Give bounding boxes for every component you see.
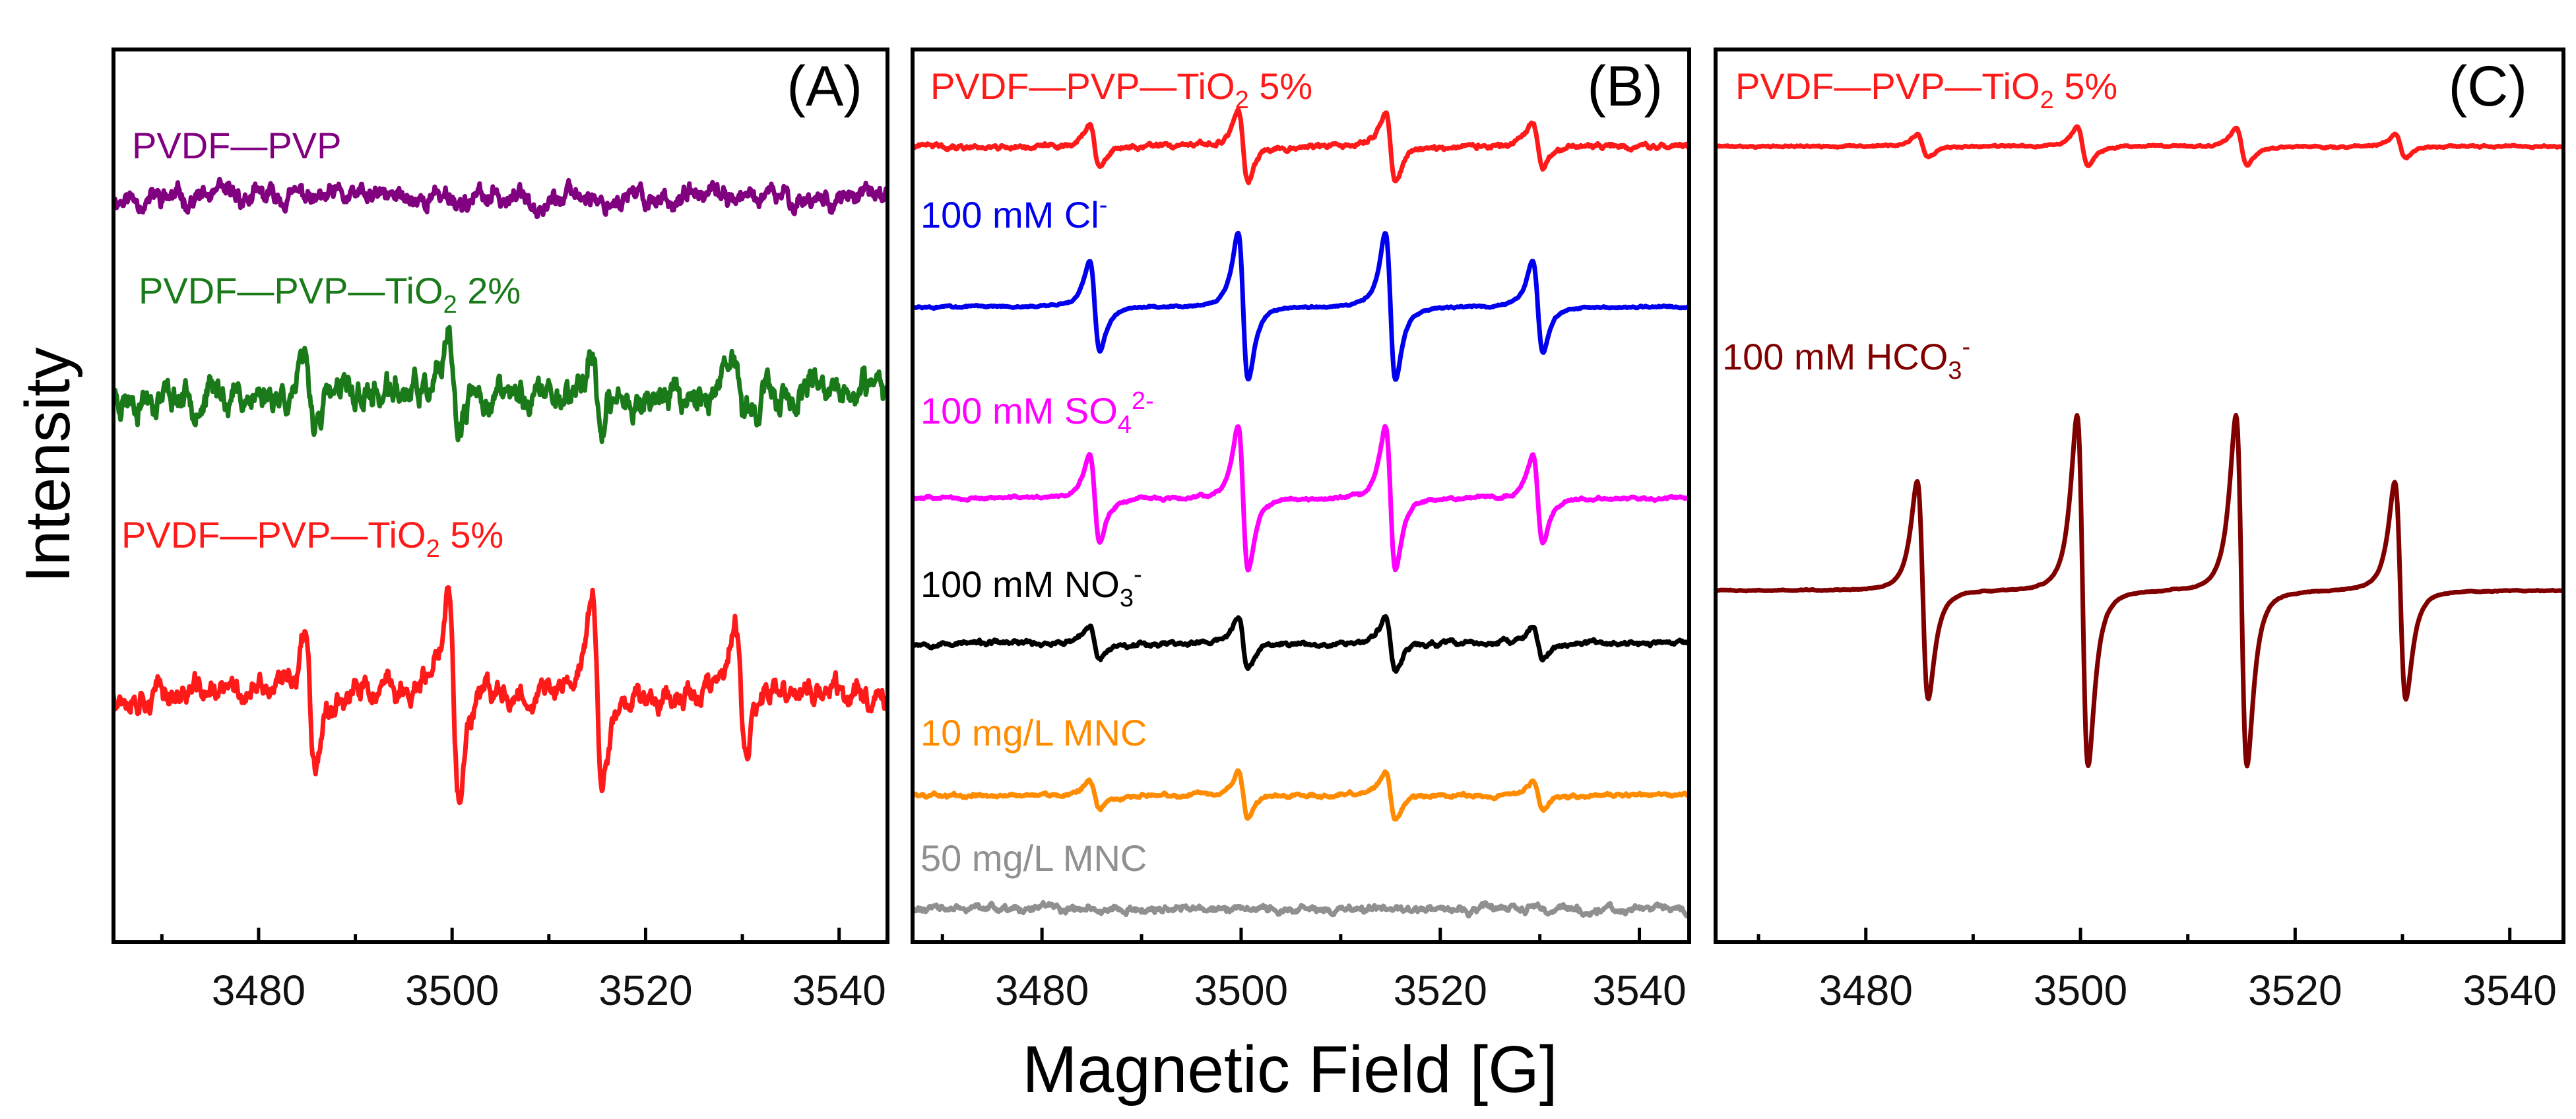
panel-c: (C) PVDF—PVP—TiO2 5% 100 mM HCO3- 3480 3500… [1714, 48, 2565, 1014]
series-label: 100 mM Cl- [920, 191, 1107, 236]
x-tick-label: 3540 [2463, 967, 2556, 1014]
series-label: PVDF—PVP [132, 125, 341, 166]
series-label: 100 mM SO42- [920, 387, 1154, 439]
x-tick-label: 3500 [2034, 967, 2127, 1014]
panel-label-a: (A) [787, 55, 862, 118]
trace-pvdf-pvp-tio2-5- [915, 107, 1687, 185]
series-label: 10 mg/L MNC [920, 712, 1147, 753]
x-tick-label: 3480 [995, 967, 1089, 1014]
panel-frame [1714, 48, 2565, 944]
trace-100-mm-so4-2- [915, 424, 1687, 573]
trace-pvdf-pvp-tio2-2- [115, 325, 886, 445]
trace-100-mm-cl- [915, 230, 1687, 382]
trace-50-mg-l-mnc [915, 900, 1687, 919]
trace-pvdf-pvp-tio2-5- [1718, 124, 2561, 168]
x-tick-label: 3520 [598, 967, 692, 1014]
trace-pvdf-pvp-tio2-5- [115, 585, 886, 806]
x-tick-label: 3500 [1194, 967, 1288, 1014]
x-axis-label: Magnetic Field [G] [1022, 1033, 1557, 1106]
series-label: 50 mg/L MNC [920, 837, 1147, 879]
y-axis-label: Intensity [13, 347, 83, 583]
x-tick-label: 3520 [2248, 967, 2342, 1014]
panel-label-b: (B) [1587, 55, 1663, 118]
x-tick-label: 3480 [212, 967, 306, 1014]
x-tick-label: 3540 [1592, 967, 1686, 1014]
panel-b: (B) PVDF—PVP—TiO2 5% 100 mM Cl- 100 mM SO4… [911, 48, 1691, 1014]
x-tick-label: 3480 [1819, 967, 1913, 1014]
trace-100-mm-no3- [915, 614, 1687, 674]
x-tick-label: 3520 [1394, 967, 1487, 1014]
series-label: PVDF—PVP—TiO2 5% [1735, 65, 2117, 114]
series-label: 100 mM HCO3- [1722, 333, 1970, 385]
trace-10-mg-l-mnc [915, 768, 1687, 822]
x-tick-label: 3500 [405, 967, 499, 1014]
panel-frame [911, 48, 1691, 944]
x-tick-label: 3540 [792, 967, 886, 1014]
panel-frame [112, 48, 889, 944]
series-label: PVDF—PVP—TiO2 5% [930, 65, 1312, 114]
series-label: PVDF—PVP—TiO2 2% [139, 270, 521, 319]
trace-100-mm-hco3- [1718, 412, 2561, 769]
panel-a: (A) PVDF—PVP PVDF—PVP—TiO2 2% PVDF—PVP—TiO… [112, 48, 889, 1014]
panel-label-c: (C) [2449, 55, 2527, 118]
trace-pvdf-pvp [115, 176, 886, 220]
series-label: 100 mM NO3- [920, 561, 1142, 612]
series-label: PVDF—PVP—TiO2 5% [121, 514, 503, 563]
